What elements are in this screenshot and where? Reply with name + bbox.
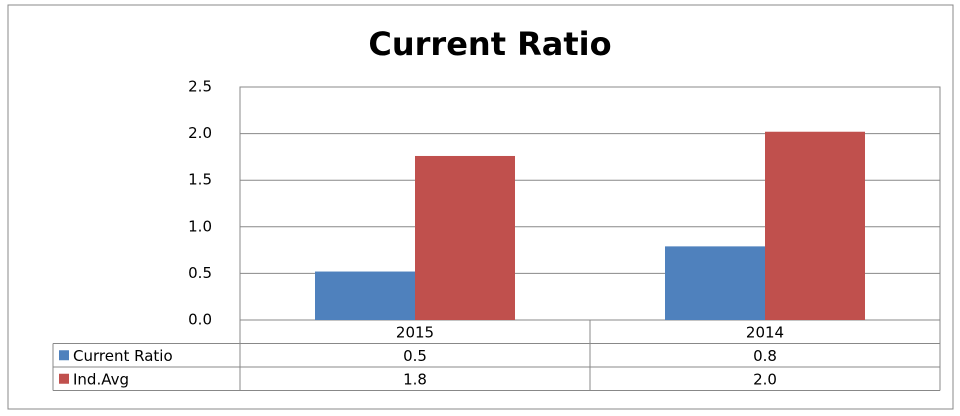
table-value: 2.0 [753,370,777,388]
y-tick-label: 2.0 [188,124,212,142]
bar [315,271,415,320]
table-value: 1.8 [403,370,427,388]
legend-key [59,373,69,384]
chart-title: Current Ratio [368,25,611,63]
y-tick-label: 2.5 [188,78,212,96]
legend-key [59,350,69,361]
bar [415,155,515,320]
x-tick-label: 2014 [746,323,784,341]
bar [765,131,865,320]
y-tick-label: 1.0 [188,217,212,235]
y-tick-label: 0.5 [188,264,212,282]
x-tick-label: 2015 [396,323,434,341]
legend-label: Current Ratio [73,347,173,365]
y-tick-label: 1.5 [188,171,212,189]
table-value: 0.8 [753,347,777,365]
y-tick-label: 0.0 [188,311,212,329]
table-value: 0.5 [403,347,427,365]
legend-label: Ind.Avg [73,370,129,388]
bar [665,246,765,320]
